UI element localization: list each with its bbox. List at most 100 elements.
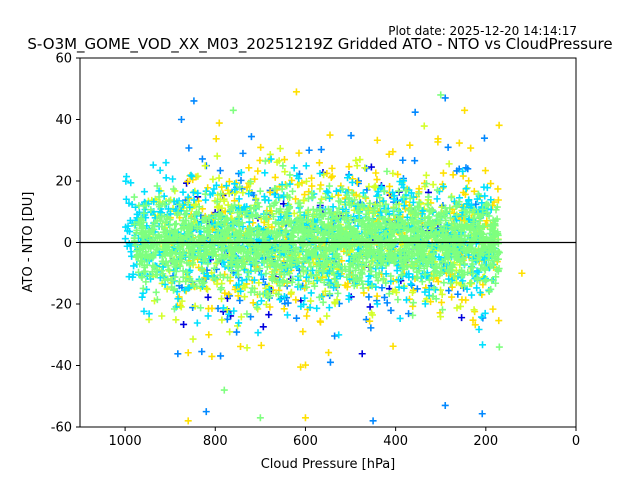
data-point: [372, 169, 380, 177]
data-point: [287, 288, 295, 296]
data-point: [255, 203, 263, 211]
data-point: [467, 201, 475, 209]
data-point: [374, 202, 382, 210]
data-point: [276, 237, 284, 245]
data-point: [156, 166, 164, 174]
data-point: [307, 289, 315, 297]
data-point: [448, 293, 456, 301]
data-point: [195, 252, 203, 260]
data-point: [281, 228, 289, 236]
data-point: [277, 213, 285, 221]
data-point: [411, 108, 419, 116]
data-point: [282, 263, 290, 271]
data-point: [266, 150, 274, 158]
data-point: [365, 293, 373, 301]
data-point: [261, 157, 269, 165]
data-point: [400, 246, 408, 254]
data-point: [396, 314, 404, 322]
data-point: [166, 221, 174, 229]
data-point: [184, 349, 192, 357]
data-point: [305, 277, 313, 285]
data-point: [246, 224, 254, 232]
data-point: [429, 181, 437, 189]
data-point: [304, 216, 312, 224]
data-point: [308, 189, 316, 197]
data-point: [251, 288, 259, 296]
data-point: [482, 234, 490, 242]
data-point: [348, 178, 356, 186]
data-point: [445, 275, 453, 283]
chart-title: S-O3M_GOME_VOD_XX_M03_20251219Z Gridded …: [27, 35, 612, 54]
data-point: [456, 268, 464, 276]
data-point: [430, 250, 438, 258]
data-point: [254, 199, 262, 207]
data-point: [262, 300, 270, 308]
data-point: [425, 292, 433, 300]
data-point: [279, 277, 287, 285]
data-point: [183, 268, 191, 276]
x-tick-label: 0: [572, 434, 580, 449]
data-point: [428, 206, 436, 214]
data-point: [345, 231, 353, 239]
data-point: [413, 273, 421, 281]
data-point: [155, 193, 163, 201]
data-point: [201, 235, 209, 243]
data-point: [419, 237, 427, 245]
data-point: [481, 167, 489, 175]
data-point: [285, 248, 293, 256]
data-point: [212, 135, 220, 143]
data-point: [328, 164, 336, 172]
data-point: [492, 279, 500, 287]
data-point: [466, 243, 474, 251]
data-point: [209, 274, 217, 282]
data-point: [457, 302, 465, 310]
data-point: [172, 316, 180, 324]
data-point: [213, 238, 221, 246]
data-point: [271, 184, 279, 192]
data-point: [193, 319, 201, 327]
data-point: [347, 132, 355, 140]
data-point: [415, 204, 423, 212]
data-point: [385, 290, 393, 298]
data-point: [391, 238, 399, 246]
data-point: [250, 255, 258, 263]
data-point: [491, 222, 499, 230]
data-point: [307, 297, 315, 305]
data-point: [390, 204, 398, 212]
data-point: [420, 221, 428, 229]
data-point: [485, 288, 493, 296]
data-point: [489, 305, 497, 313]
data-point: [295, 281, 303, 289]
data-point: [481, 309, 489, 317]
data-point: [303, 177, 311, 185]
data-point: [173, 257, 181, 265]
data-point: [210, 264, 218, 272]
data-point: [494, 196, 502, 204]
data-point: [327, 263, 335, 271]
data-point: [174, 295, 182, 303]
data-point: [474, 190, 482, 198]
data-point: [228, 267, 236, 275]
data-point: [373, 292, 381, 300]
data-point: [490, 257, 498, 265]
data-point: [466, 209, 474, 217]
data-point: [223, 226, 231, 234]
data-point: [301, 361, 309, 369]
data-point: [198, 348, 206, 356]
data-point: [313, 227, 321, 235]
data-point: [303, 252, 311, 260]
data-point: [288, 176, 296, 184]
data-point: [450, 248, 458, 256]
data-point: [264, 294, 272, 302]
data-point: [346, 242, 354, 250]
data-point: [190, 97, 198, 105]
data-point: [378, 183, 386, 191]
data-point: [398, 232, 406, 240]
data-point: [306, 304, 314, 312]
data-point: [177, 232, 185, 240]
data-point: [187, 214, 195, 222]
data-point: [137, 214, 145, 222]
data-point: [265, 311, 273, 319]
data-point: [378, 284, 386, 292]
data-point: [204, 285, 212, 293]
